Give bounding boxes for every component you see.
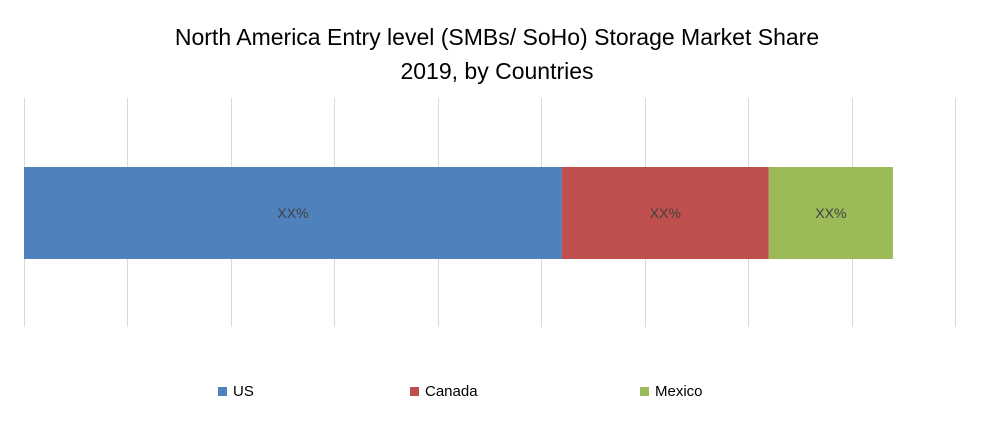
legend-item-us: US: [218, 383, 254, 400]
bar-segment-canada: [561, 167, 769, 259]
legend-swatch: [640, 387, 649, 396]
bar-segment-mexico: [768, 167, 893, 259]
chart-title-line-2: 2019, by Countries: [400, 58, 594, 84]
stacked-bar: XX% XX% XX%: [24, 167, 893, 259]
chart-title-line-1: North America Entry level (SMBs/ SoHo) S…: [174, 24, 820, 50]
legend-item-mexico: Mexico: [640, 383, 703, 400]
bar-segment-us: [24, 167, 562, 259]
legend-swatch: [218, 387, 227, 396]
data-label-canada: XX%: [650, 205, 681, 221]
legend-label: Canada: [425, 383, 478, 400]
data-label-mexico: XX%: [815, 205, 846, 221]
legend: US Canada Mexico: [0, 383, 994, 403]
legend-swatch: [410, 387, 419, 396]
legend-label: Mexico: [655, 383, 703, 400]
chart-title: North America Entry level (SMBs/ SoHo) S…: [0, 20, 994, 88]
data-label-us: XX%: [277, 205, 308, 221]
legend-item-canada: Canada: [410, 383, 478, 400]
legend-label: US: [233, 383, 254, 400]
